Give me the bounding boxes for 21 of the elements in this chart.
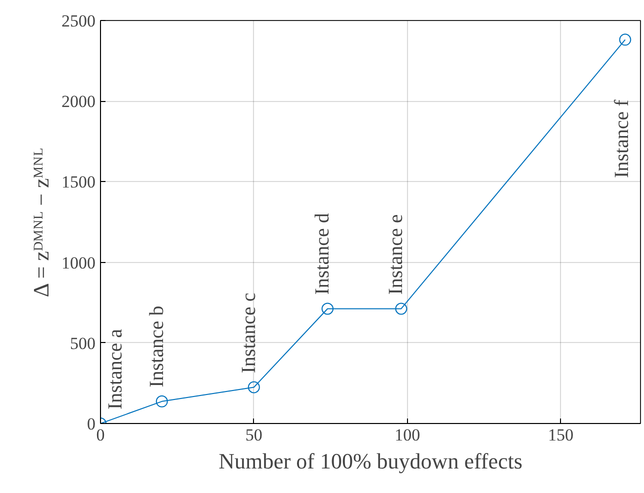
point [395, 302, 408, 315]
y-tick-label: 2000 [62, 92, 96, 112]
annotation: Instance b [146, 306, 168, 388]
point [322, 302, 334, 315]
y-tick-label: 2500 [62, 12, 96, 30]
annotation: Instance c [238, 292, 260, 374]
y-axis-title: Δ = zᴰᴹᴺᴸ − zᴹᴺᴸ [28, 148, 54, 298]
y-tick-label: 1000 [62, 253, 96, 272]
x-tick-label: 50 [245, 426, 262, 444]
annotation: Instance a [104, 328, 126, 410]
y-tick-label: 500 [70, 334, 96, 353]
x-tick-label: 150 [548, 426, 574, 444]
annotation: Instance d [312, 213, 334, 295]
annotation: Instance f [611, 99, 634, 178]
annotation: Instance e [385, 214, 408, 295]
point [248, 381, 260, 394]
x-axis-title: Number of 100% buydown effects [218, 448, 522, 474]
point [156, 395, 168, 408]
x-tick-label: 100 [394, 426, 420, 444]
point [619, 34, 632, 46]
y-tick-label: 1500 [62, 172, 96, 192]
